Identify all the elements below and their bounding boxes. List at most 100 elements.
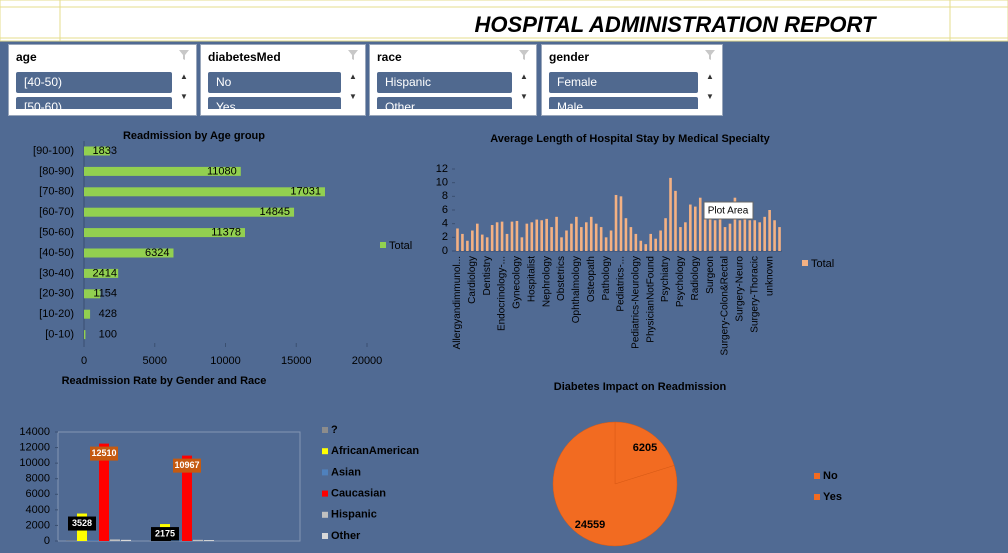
bar (733, 197, 737, 251)
bar (575, 216, 578, 251)
legend-swatch (814, 473, 820, 479)
bar (84, 309, 91, 319)
chart-title: Readmission by Age group (123, 130, 265, 142)
scroll-up[interactable]: ▲ (349, 72, 357, 81)
bar (471, 230, 474, 251)
filter-icon (705, 50, 715, 60)
x-tick-label: Pathology (601, 256, 612, 300)
y-tick-label: [90-100) (33, 145, 74, 157)
y-tick-label: 4 (442, 218, 448, 230)
bar (171, 540, 181, 541)
slicer-item[interactable]: Male (549, 97, 698, 109)
x-tick-label: PhysicianNotFound (645, 256, 656, 343)
tooltip: Plot Area (708, 206, 749, 217)
scrollbar[interactable]: ▲ ▼ (517, 72, 531, 109)
slicer-item[interactable]: [50-60) (16, 97, 172, 109)
bar (550, 227, 553, 251)
bar (738, 220, 742, 251)
scroll-down[interactable]: ▼ (520, 92, 528, 101)
data-label: 11378 (211, 227, 241, 239)
bar (718, 210, 722, 251)
x-tick-label: Endocrinology-... (497, 256, 508, 331)
bar (515, 220, 519, 251)
scrollbar[interactable]: ▲ ▼ (177, 72, 191, 109)
y-tick-label: 12000 (19, 441, 50, 453)
y-tick-label: 8 (442, 190, 448, 202)
bar (624, 218, 628, 251)
clear-filter[interactable] (704, 49, 716, 61)
bar (748, 220, 752, 251)
bar (674, 190, 677, 251)
clear-filter[interactable] (347, 49, 359, 61)
legend-label: Hispanic (331, 509, 377, 521)
y-tick-label: 10000 (19, 457, 50, 469)
x-tick-label: Psychology (675, 256, 686, 307)
scroll-down[interactable]: ▼ (349, 92, 357, 101)
y-tick-label: [40-50) (39, 247, 74, 259)
slicer-item[interactable]: Female (549, 72, 698, 93)
legend-swatch (322, 427, 328, 433)
data-label: 11080 (207, 165, 237, 177)
slicer: gender Female Male ▲ ▼ (541, 44, 723, 116)
slicer-item[interactable]: No (208, 72, 341, 93)
slicer-title: race (377, 50, 402, 64)
data-label: 10967 (174, 460, 199, 470)
legend-swatch (814, 494, 820, 500)
y-tick-label: 0 (442, 245, 448, 257)
bar (609, 230, 613, 251)
x-tick-label: Cardiology (467, 256, 478, 304)
slicer-items: No Yes (208, 72, 341, 109)
bar (614, 194, 618, 251)
x-tick-label: Radiology (690, 256, 701, 300)
pie-slice (552, 421, 678, 547)
clear-filter[interactable] (518, 49, 530, 61)
y-tick-label: [70-80) (39, 186, 74, 198)
x-tick-label: Hospitalist (526, 256, 537, 302)
bar (713, 220, 717, 251)
bar (466, 240, 469, 251)
bar (456, 228, 459, 251)
filter-icon (348, 50, 358, 60)
scrollbar[interactable]: ▲ ▼ (346, 72, 360, 109)
legend-label: Total (389, 240, 412, 252)
bar (708, 205, 712, 251)
slicer-item[interactable]: Hispanic (377, 72, 512, 93)
y-tick-label: 10 (436, 177, 448, 189)
slicer-item[interactable]: Other (377, 97, 512, 109)
scroll-up[interactable]: ▲ (520, 72, 528, 81)
legend-label: No (823, 470, 838, 482)
slicer-title: diabetesMed (208, 50, 281, 64)
bar (560, 237, 563, 251)
bar (84, 228, 245, 238)
scroll-down[interactable]: ▼ (706, 92, 714, 101)
scrollbar[interactable]: ▲ ▼ (703, 72, 717, 109)
x-tick-label: 5000 (143, 355, 167, 367)
bar (545, 218, 548, 251)
pie-slice (614, 421, 675, 485)
bar (480, 234, 484, 251)
clear-filter[interactable] (178, 49, 190, 61)
slicer: race Hispanic Other ▲ ▼ (369, 44, 537, 116)
bar (604, 237, 608, 251)
scroll-down[interactable]: ▼ (180, 92, 188, 101)
scroll-up[interactable]: ▲ (180, 72, 188, 81)
y-tick-label: 14000 (19, 426, 50, 438)
y-tick-label: 0 (44, 535, 50, 547)
bar (84, 166, 241, 176)
bar (763, 216, 766, 251)
bar (570, 223, 573, 251)
filter-icon (179, 50, 189, 60)
slicer-item[interactable]: [40-50) (16, 72, 172, 93)
y-tick-label: 2000 (26, 519, 50, 531)
data-label: 3528 (72, 518, 92, 528)
x-tick-label: Dentistry (482, 256, 493, 295)
slicer-item[interactable]: Yes (208, 97, 341, 109)
bar (599, 227, 603, 251)
legend-label: ? (331, 424, 338, 436)
data-label: 6324 (145, 247, 169, 259)
y-tick-label: 2 (442, 231, 448, 243)
bar (84, 268, 119, 278)
scroll-up[interactable]: ▲ (706, 72, 714, 81)
x-tick-label: 15000 (281, 355, 312, 367)
